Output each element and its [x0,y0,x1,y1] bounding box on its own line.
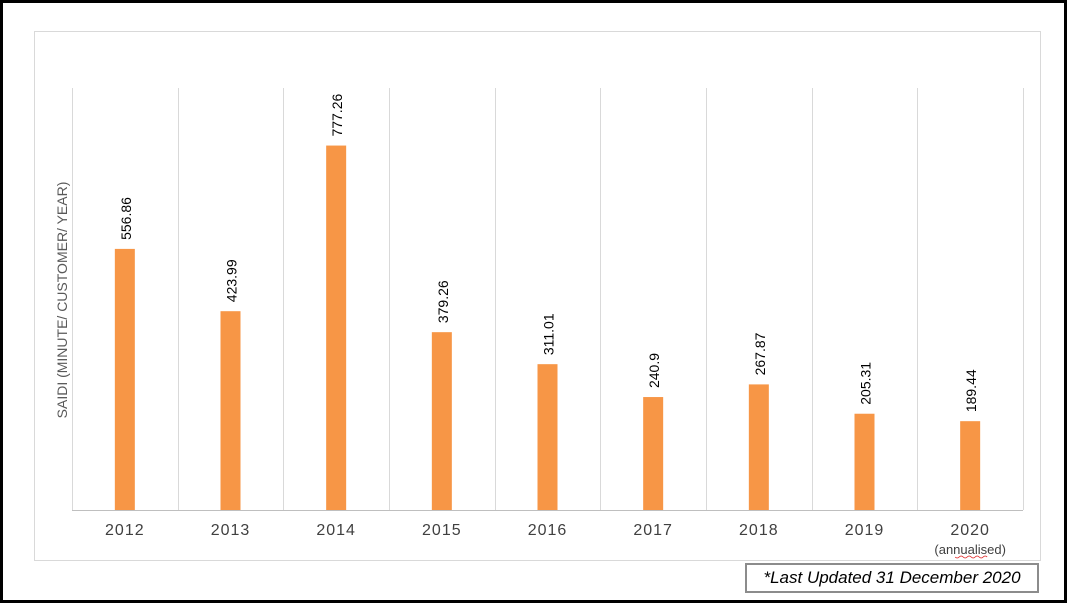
tick-label-2019: 2019 [845,522,885,539]
data-label-2014: 777.26 [329,94,345,137]
bar-2020 [960,421,981,510]
bar-2014 [326,145,347,510]
data-label-2016: 311.01 [541,313,557,355]
tick-label-2014: 2014 [316,522,356,539]
bar-2017 [643,397,664,510]
last-updated-note: *Last Updated 31 December 2020 [745,563,1039,593]
tick-label-2017: 2017 [633,522,673,539]
bar-2016 [537,364,558,510]
tick-label-2016: 2016 [528,522,568,539]
data-label-2012: 556.86 [118,197,134,240]
tick-label-2020: 2020 [950,522,990,539]
bars [114,145,981,510]
data-label-2020: 189.44 [963,369,979,412]
tick-label-2012: 2012 [105,522,145,539]
data-label-2015: 379.26 [435,280,451,323]
data-labels: 556.86 423.99 777.26 379.26 311.01 240.9 267.8… [118,94,979,413]
y-axis-label: SAIDI (MINUTE/ CUSTOMER/ YEAR) [54,182,70,419]
spellcheck-underline [954,555,988,559]
tick-label-2018: 2018 [739,522,779,539]
data-label-2018: 267.87 [752,332,768,375]
data-label-2017: 240.9 [646,353,662,388]
bar-2015 [431,332,452,510]
tick-note-2020: (annualised) [934,542,1006,557]
bar-2012 [114,248,135,510]
data-label-2013: 423.99 [224,259,240,302]
last-updated-text: *Last Updated 31 December 2020 [763,568,1021,587]
bar-2018 [748,384,769,510]
x-tick-labels: 2012 2013 2014 2015 2016 2017 2018 2019 2020 (ann… [105,522,1006,559]
bar-2019 [854,413,875,510]
data-label-2019: 205.31 [858,362,874,405]
tick-label-2013: 2013 [211,522,251,539]
bar-2013 [220,311,241,510]
tick-label-2015: 2015 [422,522,462,539]
grid-lines [72,88,1024,510]
